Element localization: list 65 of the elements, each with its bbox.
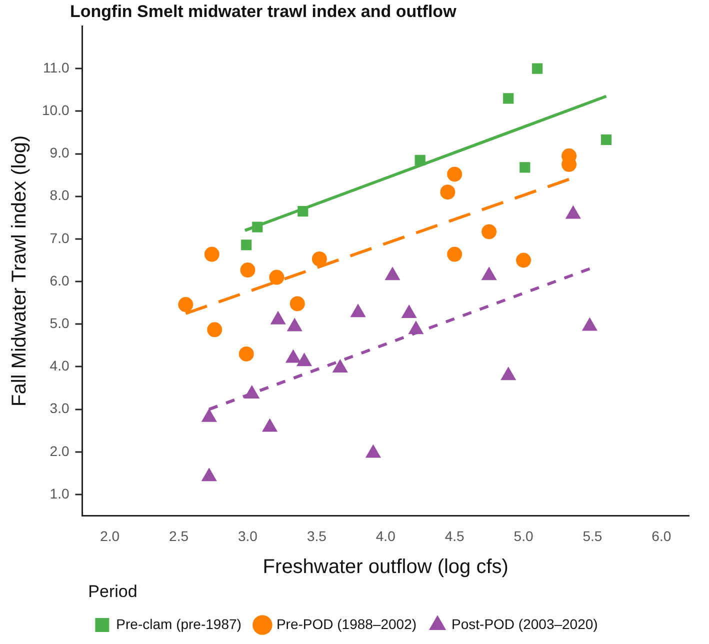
legend-title: Period [88,582,138,601]
point [332,359,348,373]
point [482,224,497,240]
point [414,154,426,166]
point [252,222,263,232]
x-tick-label: 4.0 [376,528,396,544]
y-tick-label: 9.0 [50,144,70,161]
y-axis-title: Fall Midwater Trawl index (log) [8,135,31,406]
legend-label: Pre-clam (pre-1987) [116,616,242,632]
point [350,304,366,318]
point [286,318,302,332]
x-tick-label: 2.0 [100,528,120,544]
point [241,240,252,250]
point [516,252,532,268]
point [201,408,217,422]
point [207,322,222,338]
point [296,352,312,366]
point [240,262,256,278]
point [408,320,424,334]
x-tick-label: 6.0 [652,528,672,544]
x-tick-label: 4.5 [444,528,465,544]
legend-label: Post-POD (2003–2020) [452,616,598,632]
y-tick-label: 8.0 [50,187,70,204]
y-tick-label: 5.0 [50,315,70,331]
y-tick-label: 7.0 [50,230,70,246]
point [290,296,305,312]
point [204,246,220,262]
point [270,310,286,324]
x-tick-label: 3.0 [238,528,258,544]
point [447,246,462,262]
point [520,162,530,173]
point [201,468,217,482]
y-tick-label: 4.0 [50,358,70,374]
legend-label: Pre-POD (1988–2002) [276,616,417,632]
point [582,317,598,331]
point [532,63,543,74]
x-axis-title: Freshwater outflow (log cfs) [262,556,508,578]
point [244,384,260,398]
point [481,266,497,280]
point [503,93,514,104]
point [600,134,612,146]
y-tick-label: 11.0 [43,59,70,76]
y-tick-label: 6.0 [50,272,70,288]
point [365,444,382,458]
point [269,270,284,285]
point [447,166,462,182]
y-tick-label: 2.0 [50,442,70,459]
point [238,346,254,362]
x-tick-label: 5.5 [582,528,602,544]
point [401,304,417,318]
chart-title: Longfin Smelt midwater trawl index and outflow [70,2,456,22]
point [262,418,278,432]
y-tick-label: 3.0 [50,400,70,416]
y-tick-label: 1.0 [50,485,70,502]
point [298,206,308,217]
point [500,366,516,380]
x-tick-label: 5.0 [514,528,534,544]
x-tick-label: 3.5 [306,528,327,544]
point [312,251,327,266]
y-tick-label: 10.0 [42,102,70,118]
x-tick-label: 2.5 [169,528,189,544]
point [384,266,400,280]
point [178,297,194,312]
point [440,184,456,200]
point [285,349,302,363]
